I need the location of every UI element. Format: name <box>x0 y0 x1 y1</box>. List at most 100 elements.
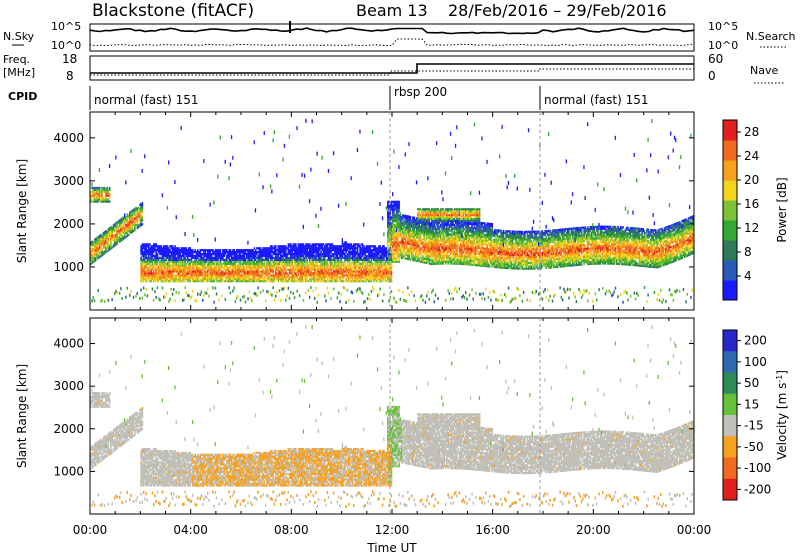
heatmap-cell <box>187 274 189 276</box>
heatmap-cell <box>309 259 311 261</box>
heatmap-cell <box>344 253 346 255</box>
heatmap-cell <box>239 272 241 274</box>
heatmap-cell <box>108 242 110 244</box>
heatmap-cell <box>194 249 196 251</box>
heatmap-cell <box>153 251 155 253</box>
heatmap-cell <box>145 255 147 257</box>
heatmap-cell <box>366 276 368 278</box>
heatmap-cell <box>421 294 423 297</box>
heatmap-cell <box>330 257 332 259</box>
heatmap-cell <box>271 259 273 261</box>
heatmap-cell <box>349 259 351 261</box>
heatmap-cell <box>232 290 234 293</box>
heatmap-cell <box>255 276 257 278</box>
heatmap-cell <box>101 193 103 195</box>
heatmap-cell <box>396 228 397 232</box>
heatmap-cell <box>201 290 203 293</box>
heatmap-cell <box>303 243 305 245</box>
heatmap-cell <box>288 247 290 249</box>
heatmap-cell <box>166 259 168 261</box>
heatmap-cell <box>398 165 399 169</box>
heatmap-cell <box>232 280 234 282</box>
heatmap-cell <box>270 185 271 189</box>
heatmap-cell <box>161 245 163 247</box>
heatmap-cell <box>251 269 253 271</box>
heatmap-cell <box>276 291 278 294</box>
heatmap-cell <box>139 297 141 300</box>
heatmap-cell <box>372 251 374 253</box>
cpid-label: CPID <box>8 90 37 103</box>
heatmap-cell <box>259 272 261 274</box>
heatmap-cell <box>200 267 202 269</box>
heatmap-cell <box>225 298 227 301</box>
heatmap-cell <box>244 255 246 257</box>
heatmap-cell <box>267 259 269 261</box>
heatmap-cell <box>285 267 287 269</box>
heatmap-cell <box>127 287 129 290</box>
heatmap-cell <box>340 247 342 249</box>
heatmap-cell <box>144 259 146 261</box>
heatmap-cell <box>410 218 412 220</box>
heatmap-cell <box>115 155 116 159</box>
heatmap-cell <box>357 251 359 253</box>
heatmap-cell <box>109 164 110 168</box>
heatmap-cell <box>262 269 264 271</box>
heatmap-cell <box>128 234 130 236</box>
heatmap-cell <box>391 272 393 274</box>
heatmap-cell <box>144 269 146 271</box>
heatmap-cell <box>372 130 373 134</box>
heatmap-cell <box>422 299 424 302</box>
heatmap-cell <box>256 253 258 255</box>
heatmap-cell <box>395 300 397 303</box>
heatmap-cell <box>340 259 342 261</box>
heatmap-cell <box>406 300 408 303</box>
heatmap-cell <box>231 135 232 139</box>
heatmap-cell <box>241 272 243 274</box>
heatmap-cell <box>338 280 340 282</box>
heatmap-cell <box>100 245 102 247</box>
heatmap-cell <box>249 291 251 294</box>
heatmap-cell <box>391 203 393 205</box>
heatmap-cell <box>142 212 144 214</box>
heatmap-cell <box>374 267 376 269</box>
heatmap-cell <box>393 253 395 255</box>
heatmap-cell <box>246 269 248 271</box>
heatmap-cell <box>285 251 287 253</box>
heatmap-cell <box>104 300 106 303</box>
heatmap-cell <box>162 269 164 271</box>
heatmap-cell <box>183 298 185 301</box>
heatmap-cell <box>325 274 327 276</box>
heatmap-cell <box>343 286 345 289</box>
heatmap-cell <box>149 267 151 269</box>
heatmap-cell <box>330 297 332 300</box>
heatmap-cell <box>168 161 169 165</box>
heatmap-cell <box>381 181 382 185</box>
heatmap-cell <box>310 286 312 289</box>
heatmap-cell <box>310 270 312 272</box>
heatmap-cell <box>290 243 292 245</box>
heatmap-cell <box>398 261 400 263</box>
heatmap-cell <box>294 270 296 272</box>
heatmap-cell <box>320 257 322 259</box>
heatmap-cell <box>265 300 267 303</box>
heatmap-cell <box>205 263 207 265</box>
heatmap-cell <box>285 270 287 272</box>
heatmap-cell <box>429 208 431 210</box>
heatmap-cell <box>377 276 379 278</box>
heatmap-cell <box>194 299 196 302</box>
heatmap-cell <box>193 269 195 271</box>
heatmap-cell <box>154 280 156 282</box>
heatmap-cell <box>429 298 431 301</box>
heatmap-cell <box>426 294 428 297</box>
heatmap-cell <box>254 140 255 144</box>
heatmap-cell <box>291 272 293 274</box>
heatmap-cell <box>197 249 199 251</box>
heatmap-cell <box>259 269 261 271</box>
heatmap-cell <box>373 270 375 272</box>
heatmap-cell <box>334 259 336 261</box>
heatmap-cell <box>285 278 287 280</box>
heatmap-cell <box>213 201 214 205</box>
heatmap-cell <box>369 298 371 301</box>
heatmap-cell <box>347 249 349 251</box>
